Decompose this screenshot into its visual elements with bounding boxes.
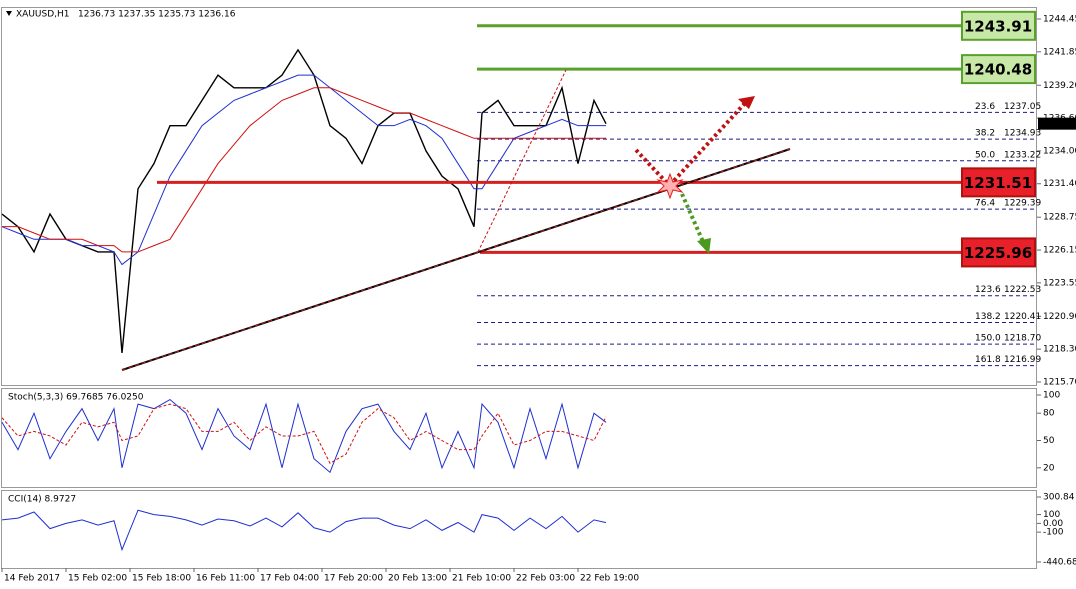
- fib-anchor: [477, 69, 567, 253]
- series-line: [1, 398, 607, 474]
- plot-layer: 1244.451241.851239.201236.601234.001231.…: [1, 10, 1076, 584]
- y-tick-label: 1241.85: [1043, 47, 1076, 57]
- menu-icon: [6, 11, 12, 16]
- x-tick-label: 22 Feb 19:00: [580, 574, 639, 584]
- x-tick-label: 15 Feb 18:00: [132, 574, 191, 584]
- series-line: [1, 74, 606, 266]
- y-tick-label: 20: [1043, 463, 1055, 473]
- quote: 1236.73 1237.35 1235.73 1236.16: [78, 10, 236, 20]
- fib-price: 1234.93: [1004, 129, 1041, 139]
- x-tick-label: 22 Feb 03:00: [516, 574, 575, 584]
- level-label: 1240.48: [964, 61, 1032, 79]
- y-tick-label: 1234.00: [1043, 146, 1076, 156]
- y-tick-label: 1218.30: [1043, 345, 1076, 355]
- cci-title: CCI(14) 8.9727: [8, 495, 76, 505]
- current-price-label: 1236.16: [1041, 119, 1076, 129]
- y-tick-label: 0.00: [1043, 519, 1063, 529]
- up-arrow-head: [738, 96, 755, 109]
- fib-price: 1233.22: [1004, 150, 1041, 160]
- y-tick-label: 80: [1043, 409, 1055, 419]
- fib-ratio: 161.8: [975, 355, 1001, 365]
- y-tick-label: -440.68: [1043, 558, 1076, 568]
- level-label: 1231.51: [964, 174, 1032, 192]
- y-tick-label: 1220.90: [1043, 312, 1076, 322]
- y-tick-label: 50: [1043, 436, 1055, 446]
- y-tick-label: 300.84: [1043, 493, 1075, 503]
- series-line: [2, 87, 606, 253]
- y-tick-label: 1239.20: [1043, 81, 1076, 91]
- fib-price: 1237.05: [1004, 102, 1041, 112]
- fib-price: 1220.41: [1004, 312, 1041, 322]
- y-tick-label: 1223.55: [1043, 278, 1076, 288]
- fib-ratio: 138.2: [975, 312, 1001, 322]
- level-box: [961, 10, 1036, 41]
- fib-price: 1222.53: [1004, 285, 1041, 295]
- level-box: [961, 167, 1036, 198]
- fib-ratio: 123.6: [975, 285, 1001, 295]
- stoch-title: Stoch(5,3,3) 69.7685 76.0250: [8, 393, 144, 403]
- y-tick-label: -100: [1043, 528, 1064, 538]
- up-arrow: [668, 100, 748, 187]
- cci-panel: [1, 490, 1037, 569]
- level-box: [961, 237, 1036, 268]
- series-line: [1, 403, 607, 464]
- starburst: [656, 172, 684, 200]
- fib-ratio: 76.4: [975, 199, 995, 209]
- y-tick-label: 100: [1043, 510, 1060, 520]
- fib-ratio: 38.2: [975, 129, 995, 139]
- y-tick-label: 1226.15: [1043, 246, 1076, 256]
- x-tick-label: 16 Feb 11:00: [196, 574, 255, 584]
- y-tick-label: 1215.70: [1043, 377, 1076, 387]
- x-tick-label: 21 Feb 10:00: [452, 574, 511, 584]
- symbol: XAUUSD,H1: [16, 10, 70, 20]
- x-tick-label: 20 Feb 13:00: [388, 574, 447, 584]
- y-tick-label: 100: [1043, 391, 1060, 401]
- fib-ratio: 23.6: [975, 102, 995, 112]
- y-tick-label: 1228.75: [1043, 213, 1076, 223]
- current-price-box: [1038, 117, 1076, 130]
- price-panel: [1, 7, 1037, 386]
- down-arrow-head: [697, 238, 711, 254]
- series-line: [1, 48, 607, 353]
- y-tick-label: 1231.40: [1043, 179, 1076, 189]
- x-tick-label: 15 Feb 02:00: [68, 574, 127, 584]
- level-label: 1225.96: [964, 244, 1032, 262]
- level-box: [961, 54, 1036, 85]
- level-label: 1243.91: [964, 17, 1032, 35]
- approach-arrow: [634, 148, 668, 184]
- stoch-panel: [1, 388, 1037, 488]
- y-tick-label: 1244.45: [1043, 14, 1076, 24]
- fib-ratio: 50.0: [975, 150, 995, 160]
- series-line: [1, 509, 607, 552]
- x-tick-label: 17 Feb 04:00: [260, 574, 319, 584]
- fib-ratio: 150.0: [975, 334, 1001, 344]
- fib-price: 1229.39: [1004, 199, 1041, 209]
- trend-line-overlay: [121, 148, 791, 371]
- x-tick-label: 17 Feb 20:00: [324, 574, 383, 584]
- x-tick-label: 14 Feb 2017: [4, 574, 60, 584]
- fib-price: 1216.99: [1004, 355, 1041, 365]
- fib-price: 1218.70: [1004, 334, 1041, 344]
